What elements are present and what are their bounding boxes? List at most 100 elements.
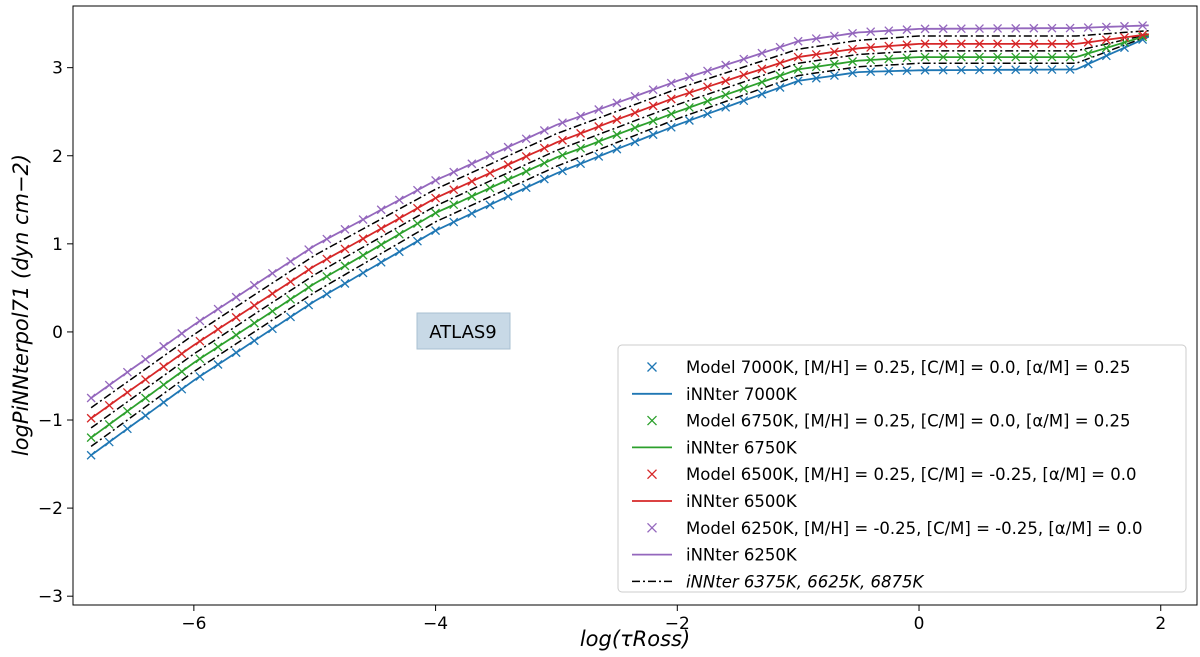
series-marker — [267, 324, 277, 334]
series-marker — [503, 160, 513, 170]
series-marker — [394, 247, 404, 257]
series-marker — [938, 65, 948, 75]
series-marker — [358, 234, 368, 244]
x-axis-label: log(τRoss) — [580, 627, 690, 651]
series-marker — [376, 205, 386, 215]
series-marker — [993, 39, 1003, 49]
series-marker — [231, 330, 241, 340]
series-marker — [956, 65, 966, 75]
series-marker — [630, 108, 640, 118]
series-marker — [866, 55, 876, 65]
series-marker — [558, 150, 567, 160]
legend-marker — [647, 362, 657, 372]
series-marker — [485, 183, 495, 193]
series-marker — [848, 68, 858, 78]
series-marker — [974, 52, 984, 62]
legend-marker — [647, 415, 657, 426]
annotation-text: ATLAS9 — [429, 322, 497, 343]
series-marker — [394, 229, 404, 239]
series-marker — [431, 226, 441, 236]
series-marker — [757, 89, 767, 99]
series-marker — [739, 54, 749, 64]
series-marker — [1083, 23, 1093, 33]
series-marker — [757, 64, 767, 74]
series-marker — [1047, 52, 1057, 62]
series-marker — [286, 294, 296, 304]
series-marker — [1011, 23, 1021, 33]
series-marker — [521, 183, 531, 193]
series-marker — [666, 78, 676, 88]
series-marker — [358, 215, 368, 224]
series-marker — [431, 208, 441, 218]
series-marker — [594, 137, 604, 146]
series-marker — [86, 450, 96, 460]
y-tick-label: −1 — [38, 411, 63, 431]
series-marker — [195, 336, 205, 346]
series-marker — [521, 166, 531, 176]
series-marker — [376, 224, 386, 234]
series-marker — [684, 103, 694, 112]
legend-label: iNNter 7000K — [686, 385, 798, 404]
series-line — [90, 24, 1149, 399]
series-marker — [1101, 35, 1111, 45]
series-marker — [539, 126, 549, 135]
series-marker — [376, 257, 386, 267]
series-marker — [1065, 39, 1075, 49]
y-tick-label: 0 — [52, 323, 63, 343]
series-marker — [1065, 23, 1075, 33]
series-marker — [793, 36, 803, 46]
series-marker — [431, 175, 441, 185]
y-tick-label: −3 — [38, 587, 63, 607]
series-marker — [1083, 37, 1093, 47]
legend-label: Model 7000K, [M/H] = 0.25, [C/M] = 0.0, … — [686, 358, 1131, 377]
series-marker — [612, 115, 622, 125]
series-marker — [1065, 64, 1075, 74]
series-marker — [576, 143, 586, 153]
series-marker — [757, 48, 767, 58]
series-marker — [1029, 23, 1039, 33]
series-marker — [141, 411, 150, 421]
series-marker — [86, 433, 96, 443]
series-marker — [412, 203, 422, 213]
series-marker — [974, 65, 984, 75]
interp-line — [90, 33, 1149, 429]
series-marker — [467, 191, 477, 201]
series-marker — [703, 82, 712, 92]
series-marker — [376, 240, 386, 250]
series-marker — [286, 312, 296, 322]
series-marker — [920, 24, 930, 34]
series-marker — [648, 101, 658, 111]
series-marker — [757, 77, 767, 87]
series-marker — [811, 49, 821, 59]
series-marker — [177, 367, 187, 377]
series-marker — [630, 91, 640, 101]
series-marker — [159, 397, 169, 407]
series-marker — [322, 289, 332, 299]
series-marker — [884, 66, 894, 76]
series-marker — [866, 42, 876, 52]
series-marker — [1047, 39, 1057, 49]
series-marker — [1120, 32, 1129, 42]
series-marker — [848, 28, 858, 38]
series-marker — [721, 76, 731, 86]
series-marker — [249, 318, 259, 328]
series-marker — [630, 137, 640, 147]
series-marker — [213, 304, 223, 314]
series-marker — [304, 300, 314, 310]
series-marker — [594, 151, 604, 161]
series-marker — [449, 200, 459, 210]
legend-label: Model 6500K, [M/H] = 0.25, [C/M] = -0.25… — [686, 465, 1137, 484]
x-tick-label: 0 — [914, 614, 925, 634]
series-marker — [213, 342, 223, 352]
series-marker — [1047, 23, 1057, 33]
series-marker — [358, 268, 368, 278]
x-tick-label: −4 — [423, 614, 448, 634]
series-markers — [86, 30, 1148, 423]
series-marker — [267, 268, 277, 278]
series-marker — [1029, 52, 1039, 62]
series-marker — [467, 176, 477, 186]
series-marker — [920, 39, 930, 49]
series-marker — [304, 265, 314, 275]
series-marker — [286, 277, 296, 287]
series-line — [90, 33, 1149, 420]
